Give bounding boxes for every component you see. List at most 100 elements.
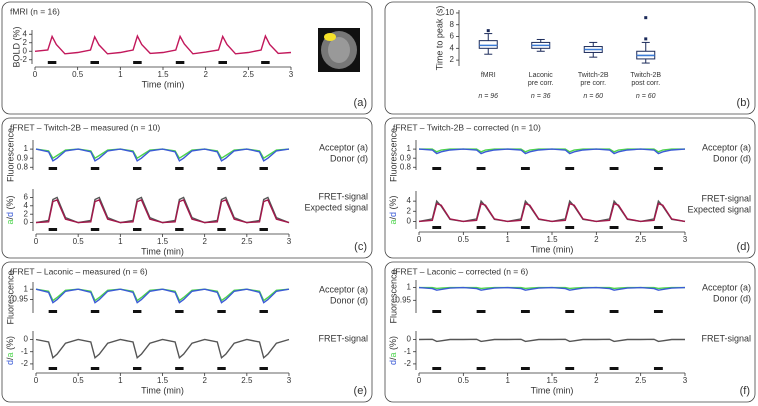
category-label: pre corr.: [580, 80, 606, 87]
x-tick-label: 3: [683, 235, 688, 244]
stimulus-bar: [132, 310, 142, 313]
outlier: [644, 37, 648, 41]
outlier: [486, 29, 490, 33]
stimulus-bar: [175, 310, 184, 313]
series-line: [418, 286, 686, 291]
stimulus-bar: [565, 367, 575, 370]
x-tick-label: 1.5: [546, 235, 558, 244]
panel-label: (d): [737, 241, 750, 253]
stimulus-bar: [132, 228, 142, 231]
stimulus-bar: [175, 61, 185, 64]
y-tick-label: 8: [450, 20, 455, 29]
x-axis-label: Time (min): [531, 244, 574, 254]
panel-label: (a): [354, 97, 367, 109]
panel-title: fFRET – Laconic – measured (n = 6): [10, 266, 148, 276]
legend-entry: Donor (d): [330, 153, 368, 163]
x-tick-label: 3: [287, 237, 292, 246]
y-axis-label-part: /: [5, 217, 15, 220]
category-label: Twitch-2B: [630, 72, 661, 79]
legend-entry: FRET-signal: [318, 191, 368, 201]
y-tick-label: 10: [445, 8, 454, 17]
y-axis-label-part: d: [5, 360, 15, 365]
y-tick-label: 4: [23, 29, 28, 38]
legend-entry: Donor (d): [330, 295, 368, 305]
x-tick-label: 0: [417, 235, 422, 244]
stimulus-bar: [259, 310, 268, 313]
category-label: post corr.: [631, 80, 660, 87]
stimulus-bar: [653, 367, 663, 370]
y-axis-label: d/a (%): [5, 336, 15, 365]
stimulus-bar: [217, 310, 226, 313]
x-tick-label: 1: [118, 237, 123, 246]
stimulus-bar: [653, 310, 663, 313]
n-label: n = 60: [636, 93, 656, 100]
category-label: pre corr.: [528, 80, 554, 87]
y-tick-label: -1: [404, 347, 412, 356]
y-axis-label: a/d (%): [5, 195, 15, 224]
x-tick-label: 2: [203, 70, 208, 79]
y-axis-label: Time to peak (s): [434, 6, 444, 71]
stimulus-bar: [175, 228, 184, 231]
stimulus-bar: [261, 61, 270, 64]
stimulus-bar: [175, 367, 184, 370]
y-tick-label: 0.8: [400, 162, 412, 171]
stimulus-bar: [520, 310, 530, 313]
stimulus-bar: [432, 167, 442, 170]
y-axis-label: Fluorescence: [5, 128, 15, 182]
y-tick-label: 4: [24, 201, 29, 210]
y-axis-label: a/d (%): [388, 195, 398, 224]
y-tick-label: 0: [24, 335, 29, 344]
y-axis-label-part: (%): [5, 195, 15, 212]
x-tick-label: 1.5: [157, 237, 169, 246]
brain-image: [318, 28, 360, 72]
outlier: [644, 16, 648, 20]
stimulus-bar: [653, 226, 663, 229]
stimulus-bar: [476, 367, 486, 370]
stimulus-bar: [132, 167, 142, 170]
x-axis-label: Time (min): [141, 385, 184, 395]
n-label: n = 96: [478, 93, 498, 100]
x-tick-label: 2: [594, 376, 599, 385]
panel-label: (c): [354, 241, 367, 253]
x-tick-label: 0.5: [458, 376, 470, 385]
y-tick-label: 0: [23, 46, 28, 55]
panel-label: (f): [740, 385, 750, 397]
panel-frame: [384, 261, 756, 403]
x-tick-label: 2.5: [635, 376, 647, 385]
x-tick-label: 2: [202, 237, 207, 246]
y-axis-label: Fluorescence: [388, 269, 398, 323]
stimulus-bar: [48, 167, 58, 170]
series-line: [35, 198, 290, 224]
y-tick-label: -1: [21, 347, 29, 356]
x-tick-label: 2: [202, 376, 207, 385]
stimulus-bar: [90, 167, 100, 170]
y-axis-label-part: a: [5, 352, 15, 357]
stimulus-bar: [565, 167, 575, 170]
y-tick-label: 1: [407, 144, 412, 153]
panel-frame: [1, 117, 373, 259]
stimulus-bar: [175, 167, 184, 170]
x-tick-label: 1.5: [157, 376, 169, 385]
y-tick-label: 6: [24, 193, 29, 202]
y-tick-label: 4: [450, 43, 455, 52]
y-tick-label: 1: [24, 144, 29, 153]
panel-frame: [1, 261, 373, 403]
y-tick-label: 0.95: [395, 295, 411, 304]
stimulus-bar: [432, 226, 442, 229]
y-tick-label: 1: [24, 284, 29, 293]
legend-entry: Expected signal: [687, 204, 751, 214]
x-tick-label: 0.5: [72, 70, 84, 79]
legend-entry: Acceptor (a): [702, 282, 751, 292]
stimulus-bar: [476, 167, 486, 170]
x-tick-label: 2.5: [635, 235, 647, 244]
y-tick-label: 2: [450, 55, 455, 64]
stimulus-bar: [653, 167, 663, 170]
x-tick-label: 1.5: [157, 70, 169, 79]
y-tick-label: 0: [407, 217, 412, 226]
stimulus-bar: [132, 367, 142, 370]
stimulus-bar: [259, 367, 268, 370]
series-line: [34, 34, 292, 55]
series-line: [35, 288, 290, 304]
x-tick-label: 3: [289, 70, 294, 79]
x-tick-label: 0.5: [73, 237, 85, 246]
